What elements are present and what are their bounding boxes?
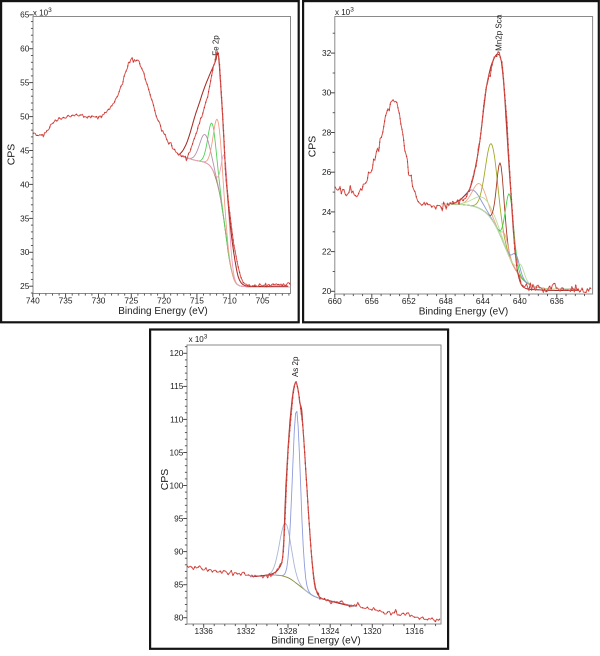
- svg-text:60: 60: [20, 44, 30, 54]
- svg-text:26: 26: [322, 167, 332, 177]
- svg-text:100: 100: [170, 480, 184, 490]
- svg-text:95: 95: [174, 513, 184, 523]
- svg-text:710: 710: [223, 296, 237, 306]
- svg-text:636: 636: [550, 296, 564, 306]
- svg-text:90: 90: [174, 547, 184, 557]
- svg-text:50: 50: [20, 112, 30, 122]
- svg-text:110: 110: [170, 414, 184, 424]
- svg-text:Binding Energy (eV): Binding Energy (eV): [118, 306, 208, 317]
- svg-text:35: 35: [20, 213, 30, 223]
- svg-text:32: 32: [322, 48, 332, 58]
- svg-text:105: 105: [170, 447, 184, 457]
- svg-text:CPS: CPS: [307, 136, 319, 158]
- svg-text:Fe 2p: Fe 2p: [211, 35, 220, 56]
- svg-text:3: 3: [48, 7, 52, 14]
- svg-text:30: 30: [20, 247, 30, 257]
- svg-text:648: 648: [439, 296, 453, 306]
- svg-text:115: 115: [170, 381, 184, 391]
- svg-text:22: 22: [322, 247, 332, 257]
- svg-text:3: 3: [350, 6, 354, 13]
- svg-text:Binding Energy (eV): Binding Energy (eV): [419, 306, 509, 317]
- svg-text:1336: 1336: [194, 626, 213, 636]
- svg-text:1324: 1324: [321, 626, 340, 636]
- svg-text:28: 28: [322, 127, 332, 137]
- svg-text:644: 644: [476, 296, 490, 306]
- svg-text:652: 652: [402, 296, 416, 306]
- svg-text:Mn2p Sca: Mn2p Sca: [494, 14, 503, 51]
- svg-text:725: 725: [124, 296, 138, 306]
- svg-text:30: 30: [322, 88, 332, 98]
- svg-text:715: 715: [190, 296, 204, 306]
- svg-text:1328: 1328: [279, 626, 298, 636]
- svg-text:24: 24: [322, 207, 332, 217]
- svg-text:85: 85: [174, 580, 184, 590]
- svg-text:55: 55: [20, 78, 30, 88]
- svg-text:40: 40: [20, 179, 30, 189]
- svg-text:As 2p: As 2p: [291, 356, 300, 377]
- svg-text:Binding Energy (eV): Binding Energy (eV): [271, 636, 361, 647]
- svg-text:x 10: x 10: [33, 8, 49, 17]
- svg-text:705: 705: [256, 296, 270, 306]
- svg-text:640: 640: [513, 296, 527, 306]
- svg-text:120: 120: [170, 348, 184, 358]
- svg-text:65: 65: [20, 10, 30, 20]
- svg-text:720: 720: [157, 296, 171, 306]
- svg-text:20: 20: [322, 286, 332, 296]
- svg-text:CPS: CPS: [159, 469, 171, 491]
- svg-text:x 10: x 10: [189, 335, 205, 344]
- svg-text:660: 660: [328, 296, 342, 306]
- svg-text:656: 656: [365, 296, 379, 306]
- svg-text:CPS: CPS: [5, 144, 17, 166]
- svg-text:730: 730: [92, 296, 106, 306]
- svg-text:80: 80: [174, 613, 184, 623]
- svg-text:x 10: x 10: [335, 8, 351, 17]
- svg-text:45: 45: [20, 145, 30, 155]
- svg-text:1332: 1332: [237, 626, 256, 636]
- svg-text:735: 735: [59, 296, 73, 306]
- svg-text:3: 3: [204, 334, 208, 341]
- svg-text:25: 25: [20, 281, 30, 291]
- svg-text:1316: 1316: [405, 626, 424, 636]
- svg-text:1320: 1320: [363, 626, 382, 636]
- svg-text:740: 740: [26, 296, 40, 306]
